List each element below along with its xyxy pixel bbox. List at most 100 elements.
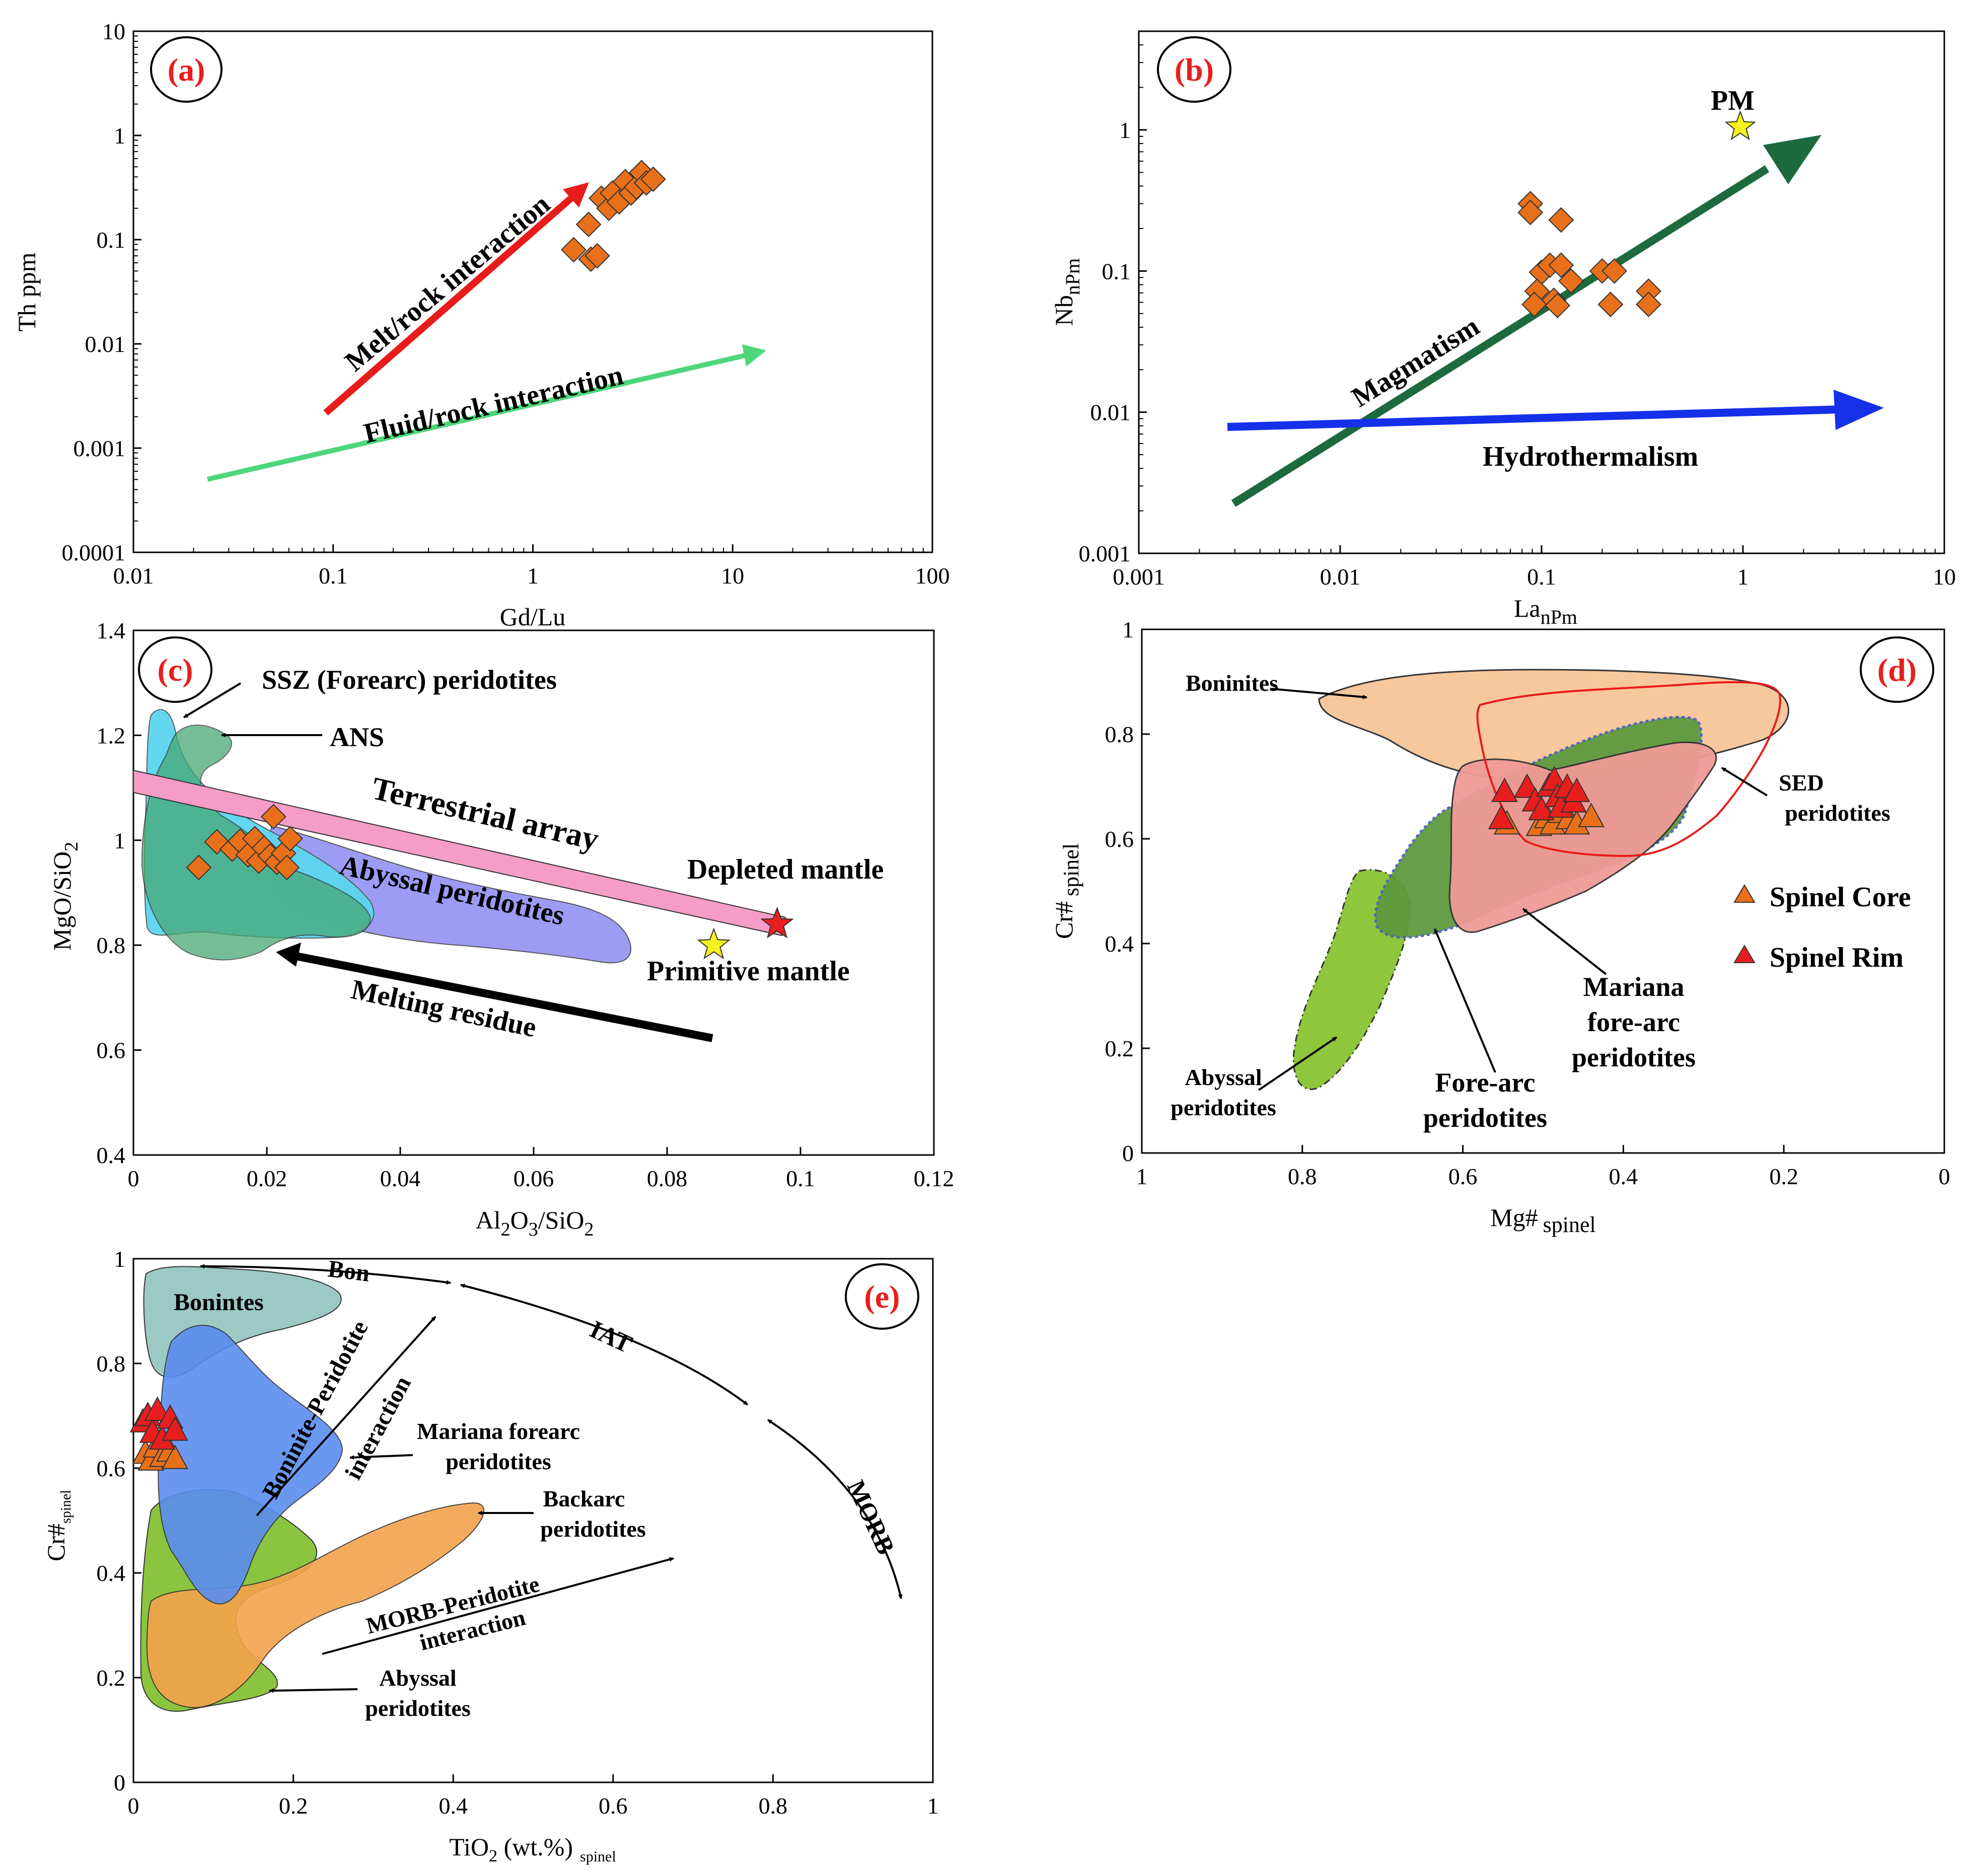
panel-d-points	[1488, 766, 1605, 836]
x-tick-label: 10	[1933, 564, 1956, 590]
legend-rim-marker	[1733, 945, 1756, 963]
fluid-rock-arrow	[206, 353, 746, 482]
y-tick-label: 0.1	[1102, 258, 1131, 284]
panel-b-ylabel: NbnPm	[1050, 258, 1084, 326]
x-tick-label: 0.12	[914, 1166, 955, 1191]
y-tick-label: 1	[114, 123, 125, 149]
panel-b-label: (b)	[1175, 52, 1214, 88]
legend: Spinel Core Spinel Rim	[1733, 882, 1911, 973]
hydrothermalism-arrow	[1227, 405, 1843, 431]
x-tick-label: 0.01	[113, 563, 154, 589]
panel-d-label: (d)	[1877, 652, 1917, 688]
morb-peridotite-arrow	[322, 1557, 674, 1655]
depleted-mantle-label: Depleted mantle	[687, 854, 884, 885]
panel-e-badge	[845, 1263, 919, 1330]
abyssal-d-label-1: Abyssal	[1185, 1064, 1262, 1090]
y-tick-label: 0.01	[85, 331, 126, 357]
y-tick-label: 1	[1119, 117, 1131, 143]
x-tick-label: 0.1	[319, 563, 348, 589]
mariana-label-3: peridotites	[1572, 1042, 1696, 1072]
data-point	[640, 166, 666, 192]
x-tick-label: 0	[128, 1793, 139, 1819]
data-point	[1636, 292, 1662, 318]
panel-d-xlabel: Mg# spinel	[1490, 1203, 1596, 1237]
backarc-e-field	[146, 1502, 485, 1708]
hydrothermalism-label: Hydrothermalism	[1483, 441, 1698, 472]
melting-residue-arrow	[285, 950, 713, 1042]
panel-c-axes: 0 0.02 0.04 0.06 0.08 0.1 0.12 0.4 0.6 0.8 1 1.2 1.4	[97, 618, 955, 1191]
fluid-rock-arrowhead	[742, 344, 766, 367]
x-tick-label: 0	[128, 1166, 139, 1191]
panel-c-ylabel: MgO/SiO2	[48, 842, 82, 951]
mariana-e-label-1: Mariana forearc	[417, 1418, 580, 1444]
x-tick-label: 0.1	[786, 1166, 815, 1191]
x-tick-label: 10	[721, 563, 744, 589]
panel-b-points	[1517, 110, 1756, 319]
panel-a-ylabel: Th ppm	[13, 252, 41, 331]
panel-a-label: (a)	[168, 52, 205, 88]
panel-a: 0.01 0.1 1 10 100 0.0001 0.001 0.01 0.1 1 10 Melt/…	[13, 19, 950, 631]
x-tick-label: 0.2	[1769, 1164, 1798, 1189]
magmatism-arrow	[1231, 165, 1770, 507]
y-tick-label: 1	[114, 1246, 125, 1272]
backarc-e-label-2: peridotites	[540, 1516, 646, 1542]
y-tick-label: 0.001	[1079, 541, 1131, 566]
data-point	[561, 237, 587, 263]
hydrothermalism-arrowhead	[1834, 390, 1884, 430]
panel-b-axes: 0.001 0.01 0.1 1 10 0.001 0.01 0.1 1	[1079, 44, 1956, 590]
y-tick-label: 0	[1122, 1140, 1134, 1166]
sed-pointer	[1721, 767, 1768, 797]
x-tick-label: 0.4	[439, 1793, 468, 1819]
legend-core-label: Spinel Core	[1770, 882, 1911, 913]
y-tick-label: 0.6	[97, 1038, 126, 1063]
x-tick-label: 0.01	[1320, 564, 1361, 590]
backarc-e-label-1: Backarc	[543, 1486, 625, 1511]
panel-b-xlabel: LanPm	[1514, 594, 1577, 628]
panel-a-frame	[132, 30, 933, 553]
forearc-label-1: Fore-arc	[1435, 1067, 1536, 1098]
x-tick-label: 1	[927, 1793, 939, 1819]
pm-label: PM	[1711, 85, 1755, 116]
panel-e-xlabel: TiO2 (wt.%) spinel	[449, 1833, 616, 1865]
abyssal-e-label-2: peridotites	[365, 1695, 471, 1721]
ans-label: ANS	[330, 722, 384, 752]
primitive-mantle-star	[697, 927, 731, 960]
x-tick-label: 100	[915, 563, 950, 589]
data-point	[1521, 292, 1547, 318]
forearc-pointer	[1434, 928, 1496, 1073]
sed-label-1: SED	[1779, 770, 1823, 796]
boninites-label: Boninites	[1186, 670, 1278, 696]
y-tick-label: 0.6	[97, 1456, 126, 1481]
y-tick-label: 0.2	[97, 1665, 126, 1691]
y-tick-label: 0.8	[97, 1351, 126, 1377]
x-tick-label: 0.1	[1527, 564, 1556, 590]
melt-rock-arrowhead	[563, 182, 589, 207]
y-tick-label: 0.001	[74, 436, 126, 461]
y-tick-label: 1	[1122, 617, 1134, 642]
primitive-mantle-label: Primitive mantle	[647, 956, 850, 987]
panel-e-points	[129, 1396, 188, 1471]
y-tick-label: 0.6	[1105, 826, 1134, 852]
panel-e-axes: 0 0.2 0.4 0.6 0.8 1 0 0.2 0.4 0.6 0.8 1	[97, 1246, 939, 1819]
y-tick-label: 10	[102, 19, 125, 44]
boninite-peridotite-arrow	[256, 1316, 436, 1517]
data-point	[1548, 207, 1574, 233]
y-tick-label: 0	[114, 1770, 125, 1795]
y-tick-label: 0.01	[1090, 400, 1131, 425]
x-tick-label: 0.8	[759, 1793, 788, 1819]
mariana-e-field	[158, 1325, 343, 1605]
melt-rock-label: Melt/rock interaction	[339, 188, 556, 378]
melt-rock-arrow	[323, 192, 577, 416]
y-tick-label: 1.2	[97, 723, 126, 748]
panel-e-ylabel: Cr#spinel	[42, 1490, 74, 1561]
panel-a-points	[561, 160, 666, 272]
x-tick-label: 0.04	[380, 1166, 421, 1191]
abyssal-d-pointer	[1258, 1036, 1338, 1091]
mariana-label-1: Mariana	[1583, 972, 1685, 1002]
mariana-label-2: fore-arc	[1587, 1007, 1680, 1037]
data-point	[260, 804, 286, 830]
x-tick-label: 1	[1136, 1164, 1148, 1189]
fluid-rock-label: Fluid/rock interaction	[361, 359, 626, 450]
